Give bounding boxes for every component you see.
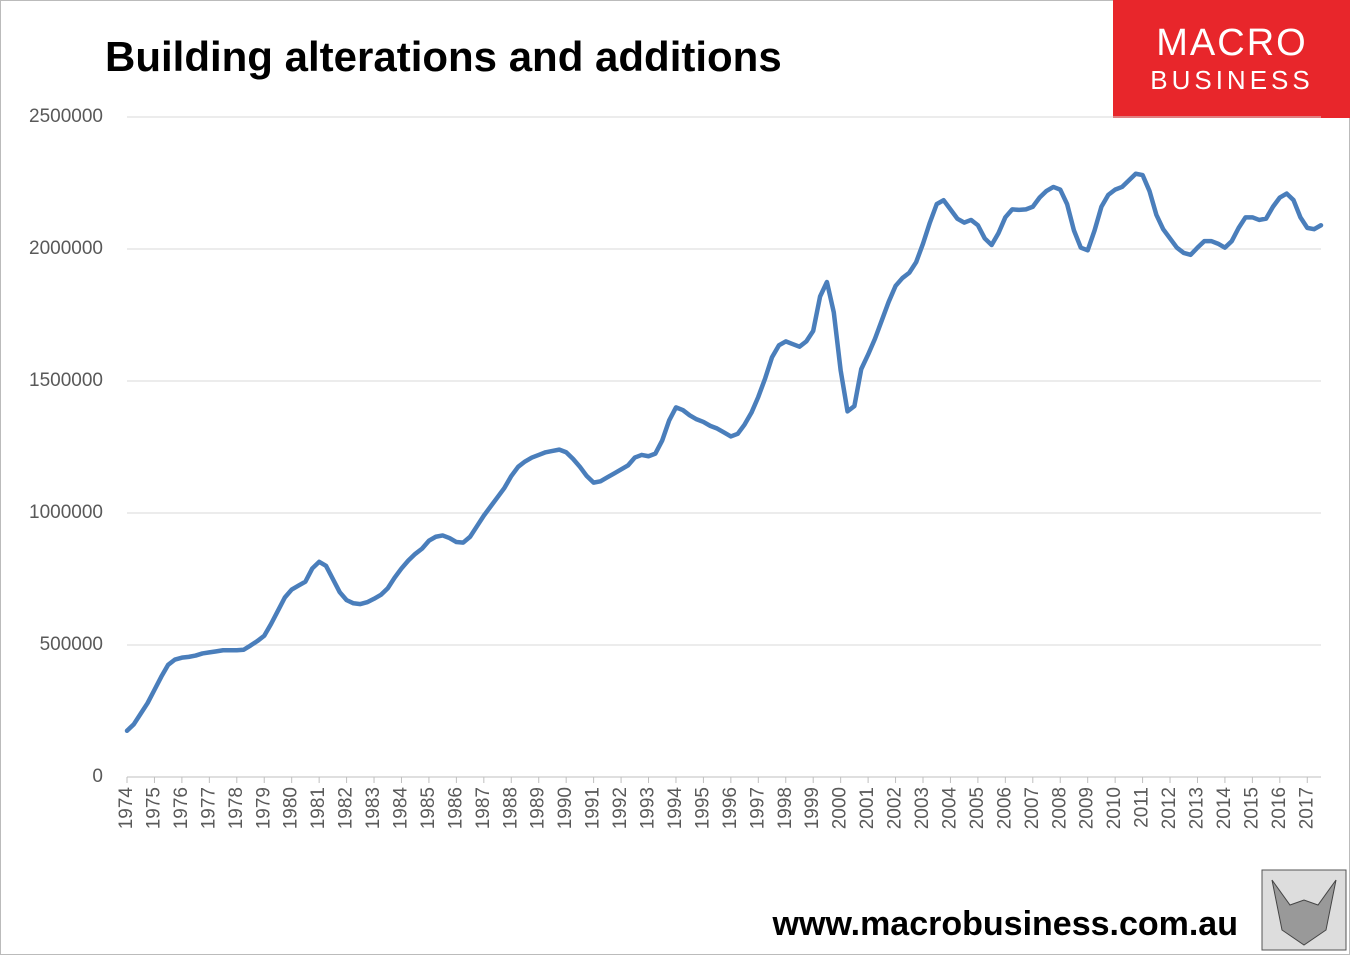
x-tick-label: 1988 bbox=[500, 787, 521, 829]
y-tick-label: 500000 bbox=[40, 634, 103, 655]
x-tick-label: 1996 bbox=[720, 787, 741, 829]
logo bbox=[1113, 0, 1350, 118]
y-tick-label: 2500000 bbox=[29, 106, 103, 127]
x-tick-label: 1989 bbox=[528, 787, 549, 829]
x-tick-label: 1982 bbox=[336, 787, 357, 829]
x-tick-label: 1991 bbox=[583, 787, 604, 829]
x-tick-label: 2006 bbox=[994, 787, 1015, 829]
x-tick-label: 1987 bbox=[473, 787, 494, 829]
x-tick-label: 2009 bbox=[1077, 787, 1098, 829]
x-tick-label: 1995 bbox=[692, 787, 713, 829]
x-tick-label: 1990 bbox=[555, 787, 576, 829]
x-tick-label: 2012 bbox=[1159, 787, 1180, 829]
y-tick-label: 1000000 bbox=[29, 502, 103, 523]
x-tick-label: 1974 bbox=[116, 787, 137, 830]
x-tick-label: 2007 bbox=[1022, 787, 1043, 829]
x-tick-label: 2005 bbox=[967, 787, 988, 829]
x-tick-label: 1984 bbox=[390, 787, 411, 830]
x-tick-label: 2015 bbox=[1241, 787, 1262, 829]
x-tick-label: 1978 bbox=[226, 787, 247, 829]
x-tick-label: 1983 bbox=[363, 787, 384, 829]
chart-title: Building alterations and additions bbox=[105, 33, 782, 80]
x-tick-label: 2014 bbox=[1214, 787, 1235, 830]
footer-url: www.macrobusiness.com.au bbox=[772, 905, 1238, 943]
line bbox=[124, 171, 1324, 734]
y-tick-label: 0 bbox=[92, 766, 103, 787]
logo-top: MACRO bbox=[1156, 22, 1307, 64]
x-tick-label: 1997 bbox=[747, 787, 768, 829]
x-tick-label: 2017 bbox=[1296, 787, 1317, 829]
x-tick-label: 1979 bbox=[253, 787, 274, 829]
x-tick-label: 1976 bbox=[171, 787, 192, 829]
x-tick-label: 1980 bbox=[281, 787, 302, 829]
y-tick-label: 2000000 bbox=[29, 238, 103, 259]
x-tick-label: 2003 bbox=[912, 787, 933, 829]
x-tick-label: 1981 bbox=[308, 787, 329, 829]
x-tick-label: 2001 bbox=[857, 787, 878, 829]
y-tick-label: 1500000 bbox=[29, 370, 103, 391]
x-tick-label: 1992 bbox=[610, 787, 631, 829]
x-tick-label: 1975 bbox=[143, 787, 164, 829]
x-tick-label: 2000 bbox=[830, 787, 851, 829]
x-tick-label: 1993 bbox=[638, 787, 659, 829]
x-tick-label: 1986 bbox=[445, 787, 466, 829]
x-tick-label: 1985 bbox=[418, 787, 439, 829]
x-tick-label: 1994 bbox=[665, 787, 686, 830]
x-tick-label: 2008 bbox=[1049, 787, 1070, 829]
x-tick-label: 2013 bbox=[1186, 787, 1207, 829]
x-tick-label: 1999 bbox=[802, 787, 823, 829]
x-tick-label: 2002 bbox=[885, 787, 906, 829]
x-tick-label: 2011 bbox=[1132, 787, 1153, 828]
fox-face bbox=[1271, 879, 1337, 946]
x-tick-label: 2004 bbox=[939, 787, 960, 830]
logo-bottom: BUSINESS bbox=[1150, 65, 1314, 95]
x-tick-label: 2010 bbox=[1104, 787, 1125, 829]
x-tick-label: 1998 bbox=[775, 787, 796, 829]
x-tick-label: 2016 bbox=[1269, 787, 1290, 829]
x-tick-label: 1977 bbox=[198, 787, 219, 829]
